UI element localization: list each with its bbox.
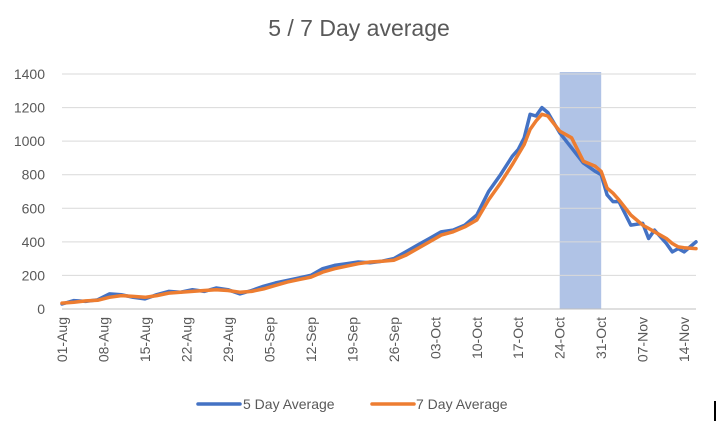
x-tick-label: 19-Sep [344, 317, 360, 362]
x-tick-label: 01-Aug [54, 317, 70, 362]
x-tick-label: 24-Oct [552, 317, 568, 359]
legend: 5 Day Average 7 Day Average [196, 396, 508, 412]
y-tick-label: 1000 [14, 133, 45, 149]
x-axis: 01-Aug 08-Aug 15-Aug 22-Aug 29-Aug 05-Sep 12-S… [54, 308, 696, 362]
y-tick-label: 200 [22, 267, 46, 283]
x-tick-label: 31-Oct [593, 317, 609, 359]
y-tick-label: 600 [22, 200, 46, 216]
chart-title: 5 / 7 Day average [268, 15, 450, 41]
x-tick-label: 10-Oct [469, 317, 485, 359]
x-tick-label: 03-Oct [427, 317, 443, 359]
y-tick-label: 1200 [14, 100, 45, 116]
x-tick-label: 07-Nov [635, 317, 651, 362]
series-lines [60, 105, 698, 306]
legend-label: 7 Day Average [416, 396, 508, 412]
x-tick-label: 14-Nov [676, 317, 692, 362]
highlight-band [559, 72, 602, 309]
y-tick-label: 1400 [14, 66, 45, 82]
x-tick-label: 12-Sep [303, 317, 319, 362]
y-tick-label: 400 [22, 234, 46, 250]
x-tick-label: 26-Sep [386, 317, 402, 362]
y-tick-label: 0 [37, 301, 45, 317]
y-axis: 0 200 400 600 800 1000 1200 1400 [14, 66, 45, 317]
x-tick-label: 08-Aug [95, 317, 111, 362]
x-tick-label: 29-Aug [220, 317, 236, 362]
x-tick-label: 22-Aug [178, 317, 194, 362]
highlight-layer [559, 72, 602, 309]
x-tick-label: 05-Sep [261, 317, 277, 362]
series-line-7-day-average [60, 112, 698, 305]
legend-label: 5 Day Average [243, 396, 335, 412]
edge-marker [714, 401, 716, 421]
y-tick-label: 800 [22, 167, 46, 183]
x-tick-label: 15-Aug [137, 317, 153, 362]
x-tick-label: 17-Oct [510, 317, 526, 359]
